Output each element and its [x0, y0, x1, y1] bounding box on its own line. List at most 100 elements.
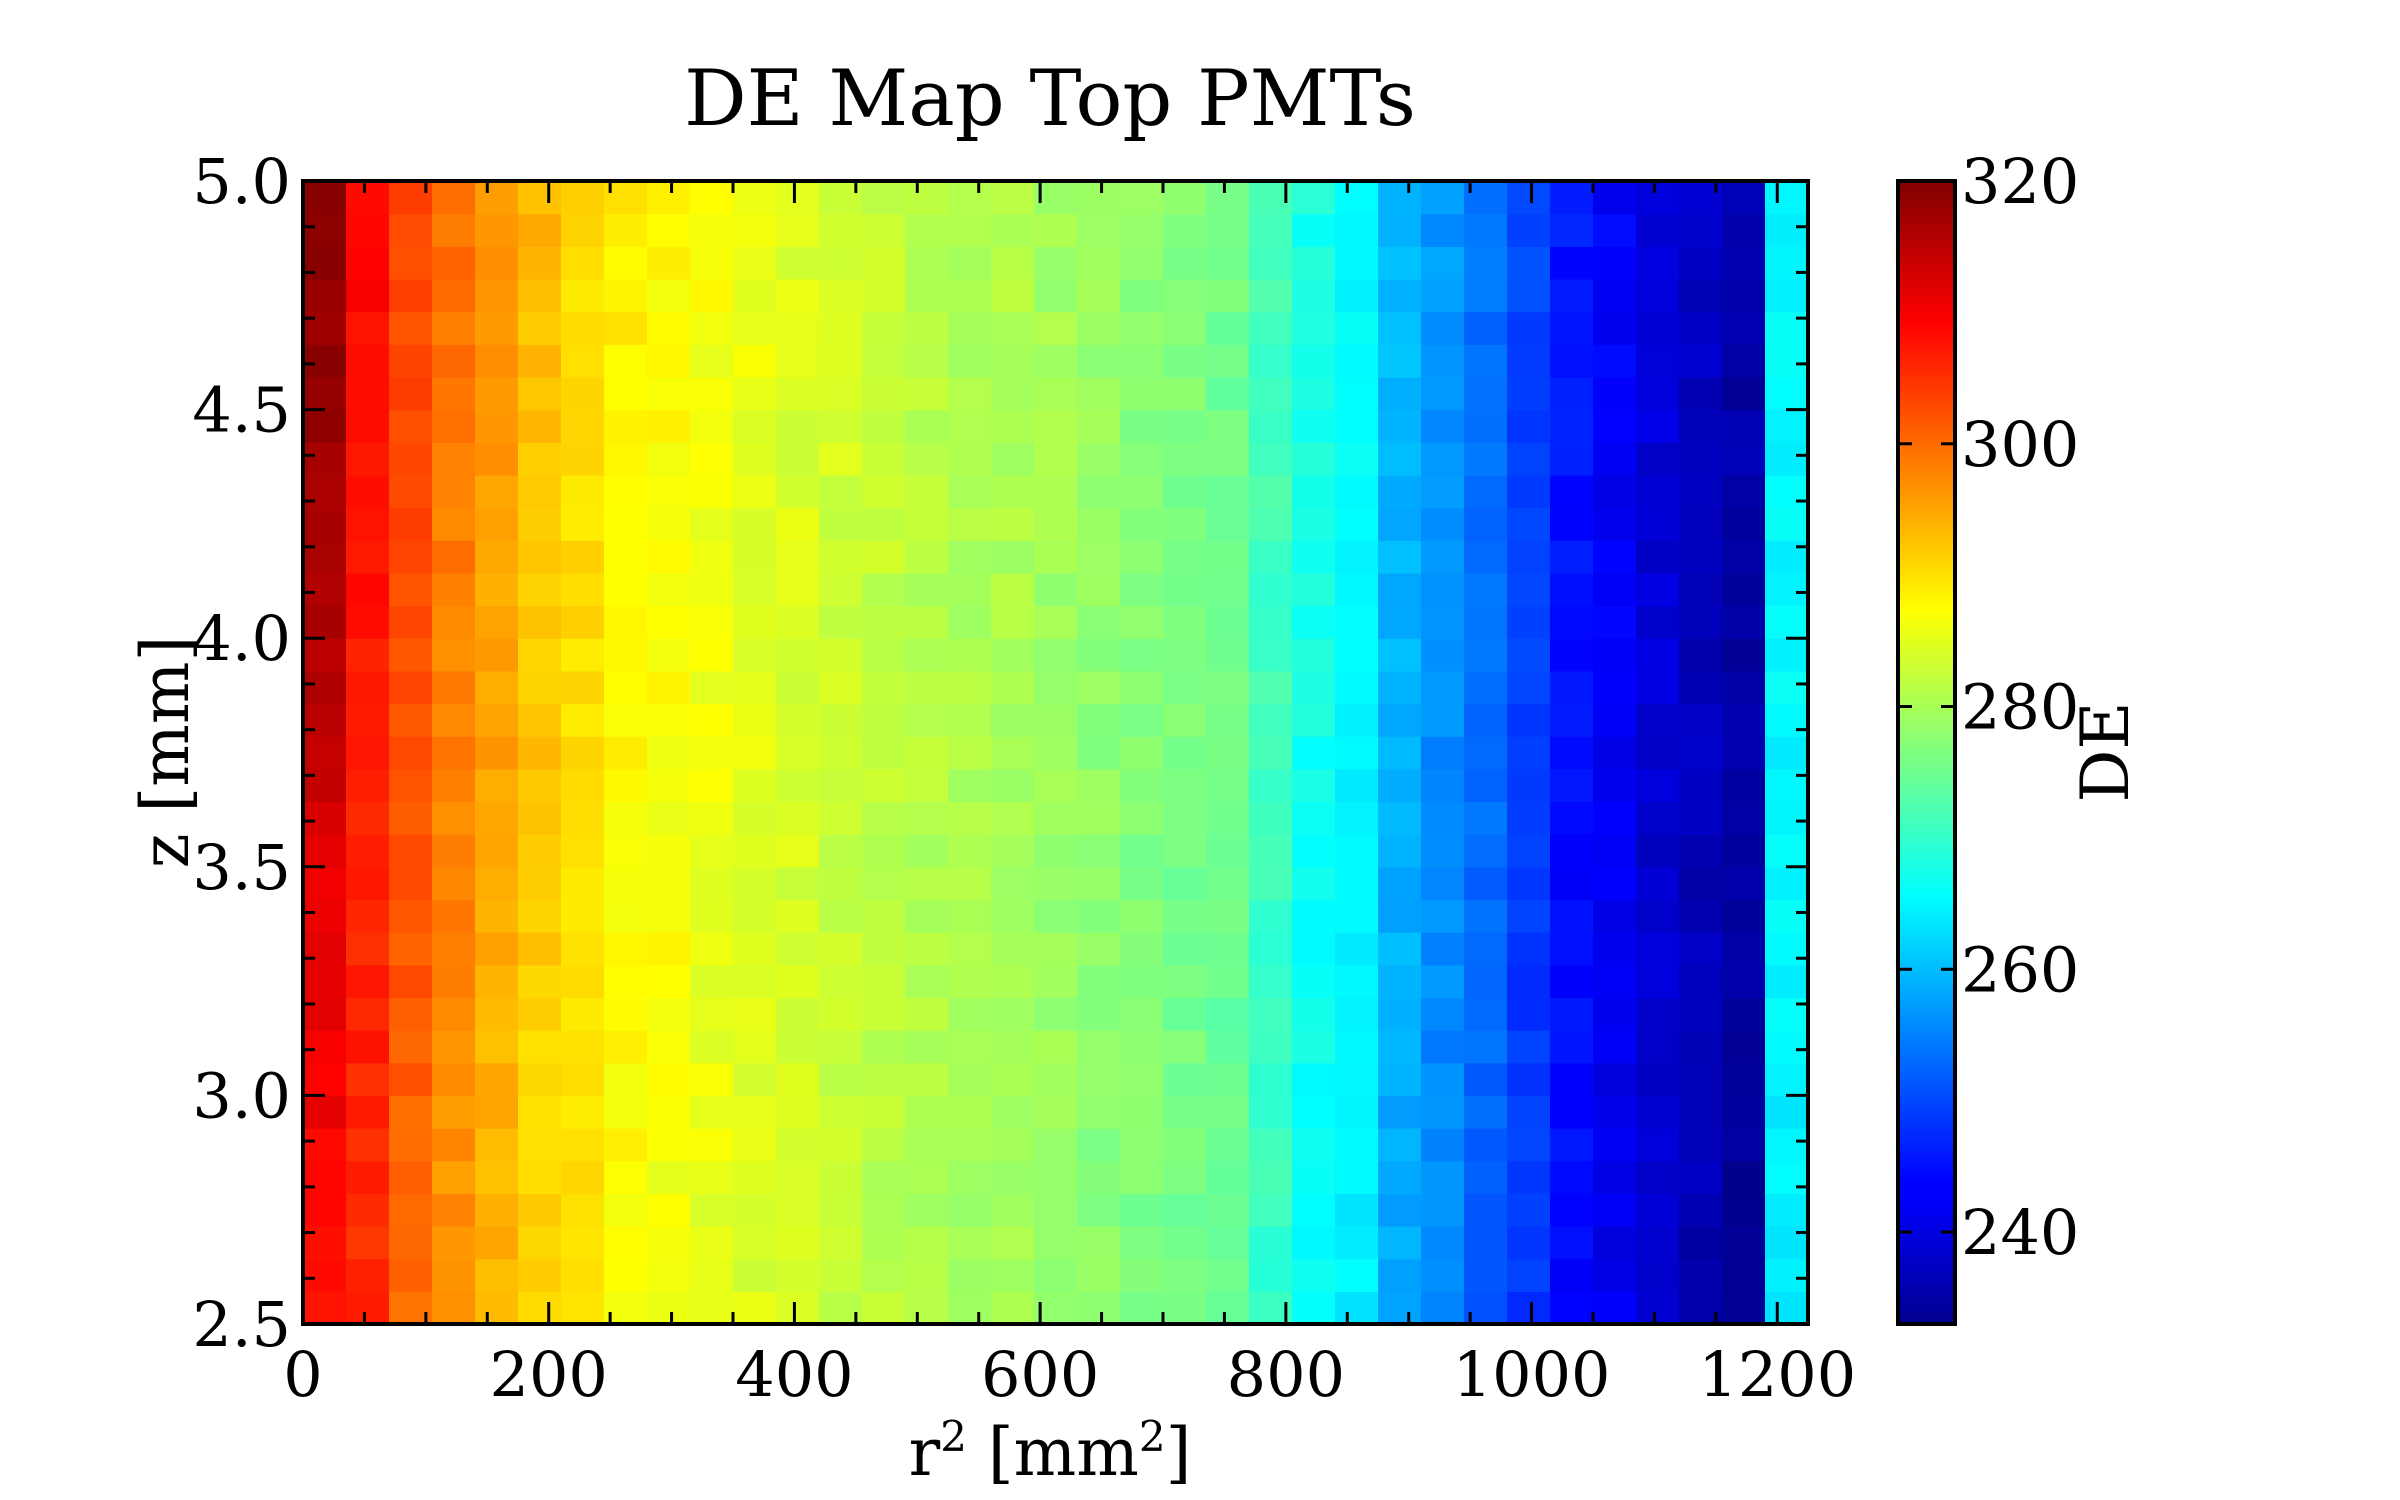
- heatmap-cell: [991, 507, 1035, 541]
- heatmap-cell: [1206, 899, 1250, 933]
- heatmap-cell: [819, 670, 863, 705]
- heatmap-cell: [1292, 311, 1336, 345]
- heatmap-cell: [819, 866, 863, 901]
- heatmap-cell: [1722, 181, 1766, 215]
- y-tick-label: 3.0: [192, 1059, 291, 1132]
- heatmap-cell: [389, 1095, 433, 1129]
- heatmap-cell: [1378, 801, 1422, 835]
- heatmap-cell: [1636, 1193, 1680, 1227]
- heatmap-cell: [690, 703, 734, 737]
- heatmap-cell: [1550, 899, 1594, 933]
- heatmap-cell: [1249, 1095, 1293, 1129]
- heatmap-cell: [1292, 1193, 1336, 1227]
- heatmap-cell: [1120, 213, 1164, 247]
- heatmap-cell: [1550, 932, 1594, 966]
- heatmap-cell: [389, 997, 433, 1031]
- heatmap-cell: [1335, 1160, 1379, 1194]
- heatmap-cell: [1077, 1062, 1121, 1096]
- heatmap-cell: [561, 670, 605, 705]
- heatmap-cell: [1163, 344, 1207, 378]
- heatmap-cell: [475, 1226, 519, 1260]
- heatmap-cell: [1120, 1258, 1164, 1292]
- heatmap-cell: [776, 1226, 820, 1260]
- heatmap-cell: [604, 964, 648, 999]
- heatmap-cell: [1464, 834, 1508, 868]
- heatmap-cell: [1550, 736, 1594, 770]
- heatmap-cell: [862, 311, 906, 345]
- heatmap-cell: [1163, 1095, 1207, 1129]
- heatmap-cell: [819, 572, 863, 607]
- heatmap-cell: [1292, 964, 1336, 999]
- heatmap-cell: [1120, 540, 1164, 574]
- heatmap-cell: [1077, 866, 1121, 901]
- heatmap-cell: [1249, 1128, 1293, 1162]
- heatmap-cell: [1550, 638, 1594, 672]
- heatmap-cell: [1593, 213, 1637, 247]
- heatmap-cell: [1507, 246, 1551, 280]
- heatmap-cell: [948, 474, 992, 509]
- heatmap-cell: [862, 213, 906, 247]
- heatmap-cell: [1722, 1226, 1766, 1260]
- heatmap-cell: [1765, 801, 1809, 835]
- heatmap-cell: [1679, 572, 1723, 607]
- heatmap-cell: [1206, 605, 1250, 639]
- heatmap-cell: [1464, 278, 1508, 313]
- heatmap-cell: [303, 703, 347, 737]
- heatmap-cell: [1163, 442, 1207, 476]
- heatmap-cell: [905, 1160, 949, 1194]
- heatmap-cell: [1034, 246, 1078, 280]
- heatmap-cell: [518, 638, 562, 672]
- heatmap-cell: [475, 703, 519, 737]
- heatmap-cell: [1077, 1193, 1121, 1227]
- heatmap-cell: [1550, 1291, 1594, 1325]
- heatmap-cell: [1593, 572, 1637, 607]
- heatmap-cell: [1077, 768, 1121, 803]
- heatmap-cell: [604, 899, 648, 933]
- heatmap-cell: [1206, 1062, 1250, 1096]
- heatmap-cell: [561, 964, 605, 999]
- heatmap-cell: [346, 1030, 390, 1064]
- heatmap-cell: [733, 638, 777, 672]
- heatmap-cell: [1550, 703, 1594, 737]
- heatmap-cell: [647, 1193, 691, 1227]
- heatmap-cell: [733, 311, 777, 345]
- heatmap-cell: [690, 409, 734, 443]
- heatmap-cell: [1550, 376, 1594, 411]
- heatmap-cell: [948, 1291, 992, 1325]
- heatmap-cell: [1507, 834, 1551, 868]
- heatmap-cell: [819, 638, 863, 672]
- heatmap-cell: [475, 736, 519, 770]
- heatmap-cell: [690, 246, 734, 280]
- heatmap-cell: [1077, 932, 1121, 966]
- heatmap-cell: [518, 670, 562, 705]
- heatmap-cell: [389, 899, 433, 933]
- heatmap-cell: [1034, 474, 1078, 509]
- heatmap-cell: [1206, 1291, 1250, 1325]
- heatmap-cell: [389, 442, 433, 476]
- heatmap-cell: [561, 344, 605, 378]
- heatmap-cell: [1464, 1160, 1508, 1194]
- heatmap-cell: [518, 834, 562, 868]
- heatmap-cell: [346, 768, 390, 803]
- heatmap-cell: [1765, 866, 1809, 901]
- heatmap-cell: [1120, 670, 1164, 705]
- heatmap-cell: [776, 1128, 820, 1162]
- heatmap-cell: [518, 1291, 562, 1325]
- heatmap-cell: [1593, 376, 1637, 411]
- heatmap-cell: [475, 1291, 519, 1325]
- heatmap-cell: [991, 344, 1035, 378]
- heatmap-cell: [1636, 474, 1680, 509]
- heatmap-cell: [1206, 997, 1250, 1031]
- heatmap-cell: [1765, 1062, 1809, 1096]
- heatmap-cell: [1206, 246, 1250, 280]
- heatmap-cell: [862, 1193, 906, 1227]
- heatmap-cell: [1163, 866, 1207, 901]
- heatmap-cell: [1507, 768, 1551, 803]
- heatmap-cell: [1034, 670, 1078, 705]
- heatmap-cell: [1722, 442, 1766, 476]
- heatmap-cell: [1464, 442, 1508, 476]
- heatmap-cell: [1378, 311, 1422, 345]
- heatmap-cell: [604, 540, 648, 574]
- heatmap-cell: [1034, 1128, 1078, 1162]
- heatmap-cell: [690, 768, 734, 803]
